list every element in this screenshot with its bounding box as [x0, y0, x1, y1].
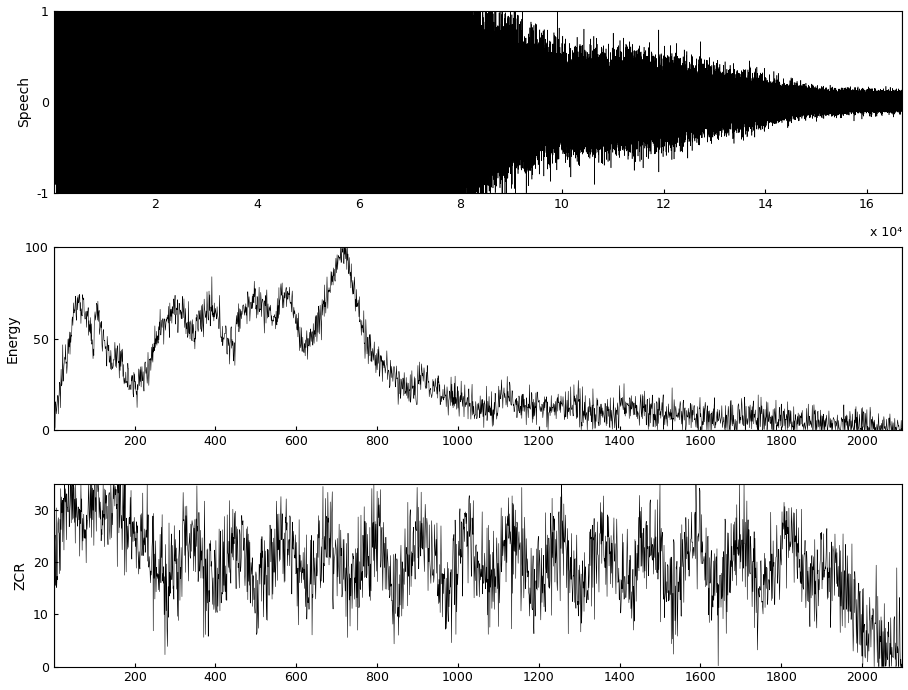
Y-axis label: ZCR: ZCR	[14, 561, 27, 590]
Y-axis label: Speech: Speech	[17, 76, 31, 127]
Y-axis label: Energy: Energy	[5, 314, 20, 363]
Text: x 10⁴: x 10⁴	[870, 226, 903, 239]
